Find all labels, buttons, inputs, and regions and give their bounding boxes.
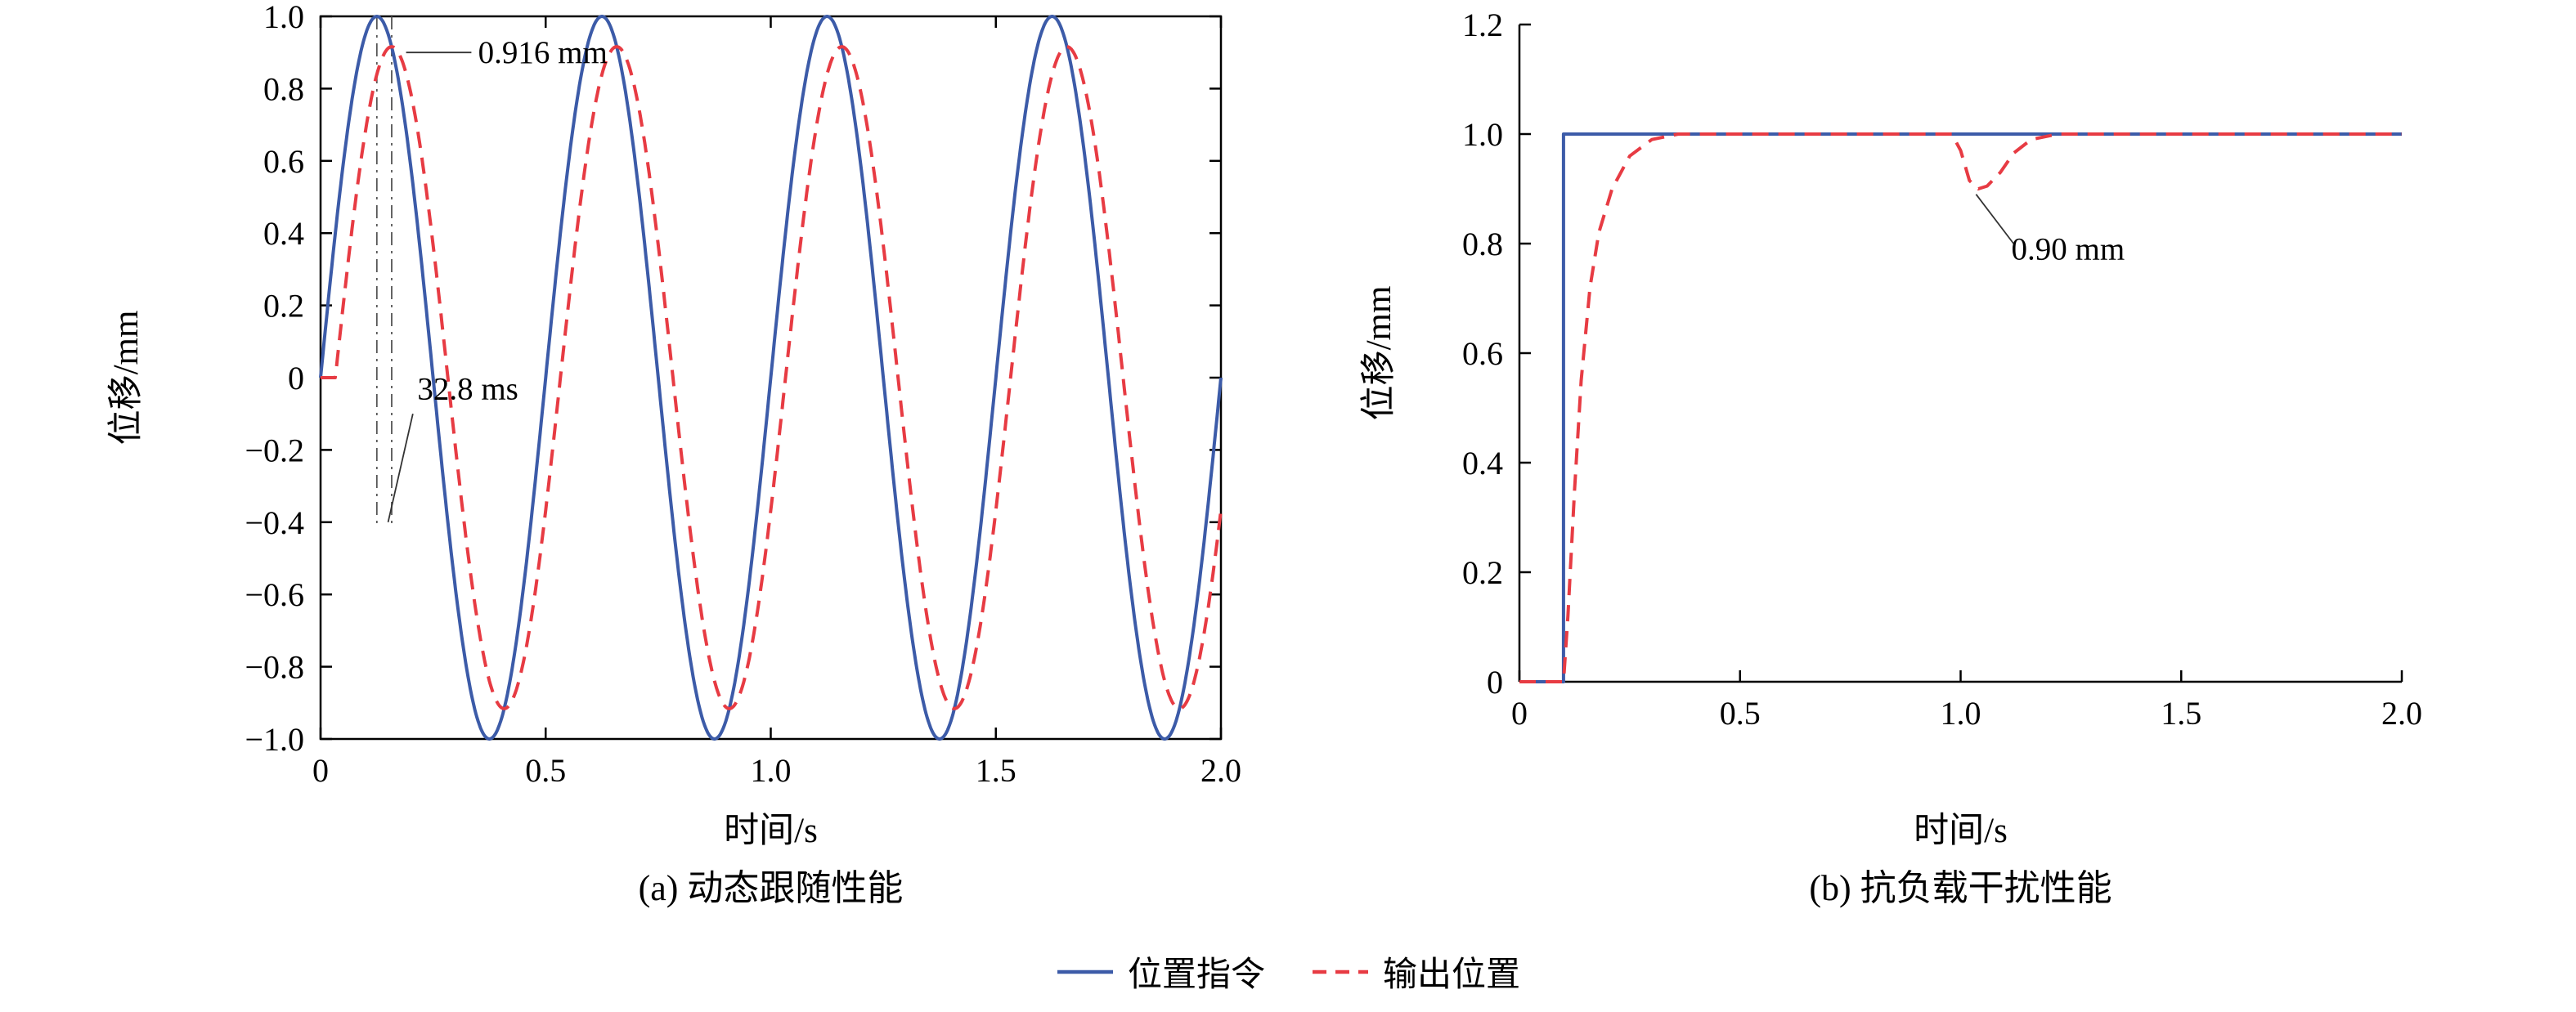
- series-output-line: [320, 45, 1223, 710]
- y-tick-label: −1.0: [245, 721, 304, 758]
- y-tick-label: 1.0: [263, 0, 304, 35]
- y-tick-label: −0.6: [245, 576, 304, 613]
- annotation-text: 32.8 ms: [417, 371, 518, 406]
- axes: 0 0.5 1.0 1.5 2.0 1.0 0.8 0.6 0.4 0.2 0 −0.2 −0.4 −0.…: [245, 0, 1241, 789]
- series-command-line: [319, 15, 1223, 741]
- chart-b-plot: 0 0.5 1.0 1.5 2.0 0 0.2 0.4 0.6 0.8 1.0 1.2 0.90 mm 时…: [1359, 7, 2422, 850]
- x-tick-label: 1.0: [1941, 695, 1981, 732]
- x-axis-label: 时间/s: [1914, 812, 2008, 850]
- x-tick-label: 0: [312, 752, 329, 789]
- legend-item-command: 位置指令: [1056, 947, 1265, 996]
- y-tick-label: 1.0: [1462, 116, 1503, 153]
- annotation-leader-line: [1975, 194, 2014, 244]
- x-tick-label: 1.5: [2161, 695, 2201, 732]
- series-command-line: [1519, 132, 2402, 683]
- y-tick-label: 0.8: [263, 70, 304, 107]
- chart-b-caption: (b) 抗负载干扰性能: [1809, 868, 2112, 908]
- y-tick-label: 0: [1487, 664, 1503, 701]
- y-tick-label: −0.4: [245, 504, 304, 541]
- x-tick-label: 0: [1511, 695, 1528, 732]
- y-tick-label: 0.6: [263, 143, 304, 180]
- annotation-text: 0.90 mm: [2012, 232, 2125, 267]
- chart-a-plot: 0 0.5 1.0 1.5 2.0 1.0 0.8 0.6 0.4 0.2 0 −0.2 −0.4 −0.…: [106, 0, 1241, 850]
- legend-line-command-sample: [1057, 969, 1113, 974]
- y-tick-label: 0: [288, 360, 304, 396]
- y-tick-label: −0.2: [245, 432, 304, 468]
- x-axis-label: 时间/s: [724, 812, 818, 850]
- y-tick-label: 0.4: [263, 215, 304, 252]
- y-axis-label: 位移/mm: [1359, 286, 1398, 421]
- chart-a-caption: (a) 动态跟随性能: [638, 868, 904, 908]
- annotation-text: 0.916 mm: [478, 35, 608, 70]
- chart-b-panel: 0 0.5 1.0 1.5 2.0 0 0.2 0.4 0.6 0.8 1.0 1.2 0.90 mm 时…: [1308, 0, 2576, 916]
- x-tick-label: 1.0: [751, 752, 792, 789]
- x-tick-label: 0.5: [1720, 695, 1761, 732]
- x-tick-label: 2.0: [2381, 695, 2422, 732]
- x-tick-label: 1.5: [976, 752, 1016, 789]
- legend: 位置指令 输出位置: [0, 947, 2576, 996]
- legend-label-output: 输出位置: [1383, 956, 1521, 994]
- series: [319, 15, 1223, 741]
- annotations: 0.916 mm 32.8 ms: [387, 35, 608, 523]
- y-tick-label: 0.2: [263, 288, 304, 325]
- annotations: 0.90 mm: [1975, 194, 2125, 267]
- annotation-leader-line: [387, 413, 414, 523]
- y-tick-label: 0.6: [1462, 335, 1503, 372]
- y-tick-label: 1.2: [1462, 7, 1503, 43]
- x-tick-label: 0.5: [525, 752, 566, 789]
- y-axis-label: 位移/mm: [106, 311, 146, 446]
- x-tick-label: 2.0: [1200, 752, 1241, 789]
- series: [1519, 132, 2402, 683]
- legend-label-command: 位置指令: [1127, 956, 1265, 994]
- y-tick-label: 0.4: [1462, 445, 1503, 481]
- chart-a-panel: 0 0.5 1.0 1.5 2.0 1.0 0.8 0.6 0.4 0.2 0 −0.2 −0.4 −0.…: [0, 0, 1308, 916]
- y-tick-label: −0.8: [245, 649, 304, 686]
- legend-item-output: 输出位置: [1311, 947, 1520, 996]
- axes: 0 0.5 1.0 1.5 2.0 0 0.2 0.4 0.6 0.8 1.0 1.2: [1462, 7, 2422, 732]
- legend-line-output-sample: [1313, 969, 1368, 974]
- y-tick-label: 0.2: [1462, 554, 1503, 591]
- series-output-line: [1519, 132, 2402, 683]
- y-tick-label: 0.8: [1462, 226, 1503, 262]
